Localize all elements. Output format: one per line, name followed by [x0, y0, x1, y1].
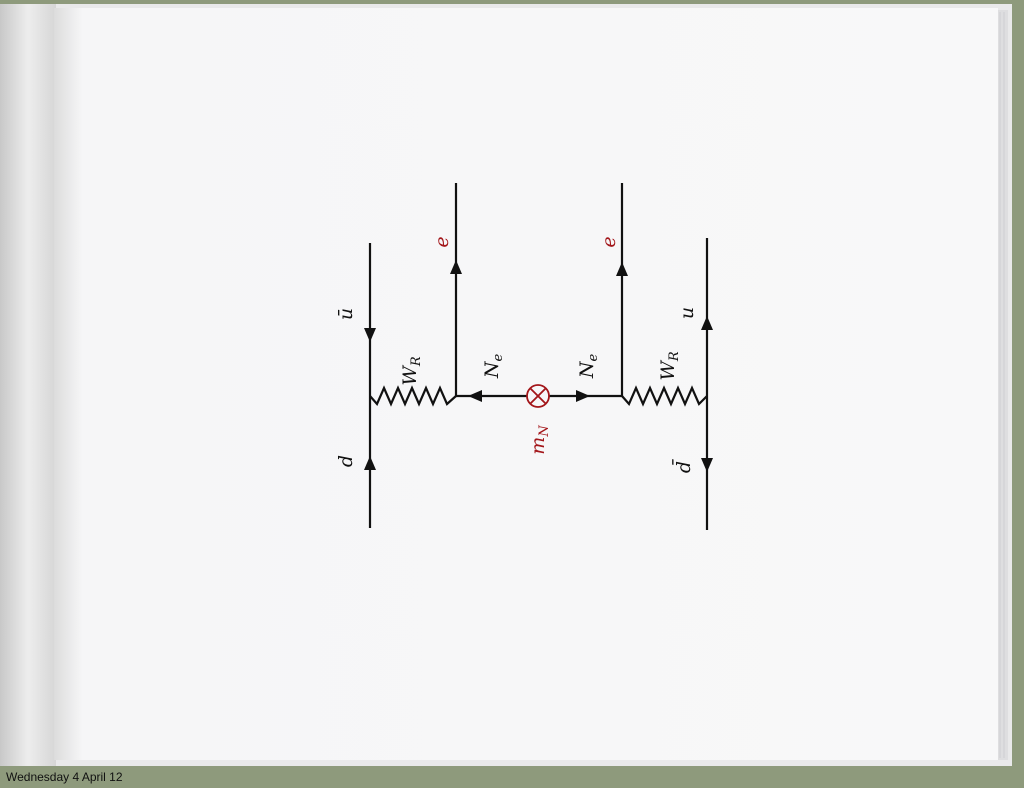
label-e-left: e — [431, 236, 453, 247]
w-boson-left-zigzag — [369, 385, 457, 407]
arrow-u-up-icon — [701, 316, 713, 330]
label-m-n: mN — [527, 425, 552, 455]
label-u-bar: ū — [335, 308, 357, 320]
label-u: u — [676, 307, 698, 319]
label-d: d — [335, 455, 357, 467]
label-d-bar: d̄ — [671, 459, 695, 473]
w-boson-right-zigzag — [621, 385, 708, 407]
footer-date: Wednesday 4 April 12 — [6, 770, 123, 784]
mass-insertion — [526, 384, 550, 408]
label-n-e-right: Ne — [576, 354, 601, 380]
label-w-r-left: WR — [399, 356, 424, 386]
arrow-n-right-icon — [576, 390, 590, 402]
arrow-e-right-up-icon — [616, 262, 628, 276]
arrow-e-left-up-icon — [450, 260, 462, 274]
diagram-labels: d ū WR e Ne mN Ne e WR u d̄ — [335, 236, 698, 473]
label-e-right: e — [598, 236, 620, 247]
arrow-d-bar-down-icon — [701, 458, 713, 472]
label-n-e-left: Ne — [481, 354, 506, 380]
arrow-u-bar-down-icon — [364, 328, 376, 342]
circle-cross-icon — [526, 384, 550, 408]
arrowheads — [364, 260, 713, 472]
arrow-d-up-icon — [364, 456, 376, 470]
arrow-n-left-icon — [468, 390, 482, 402]
label-w-r-right: WR — [657, 351, 682, 381]
